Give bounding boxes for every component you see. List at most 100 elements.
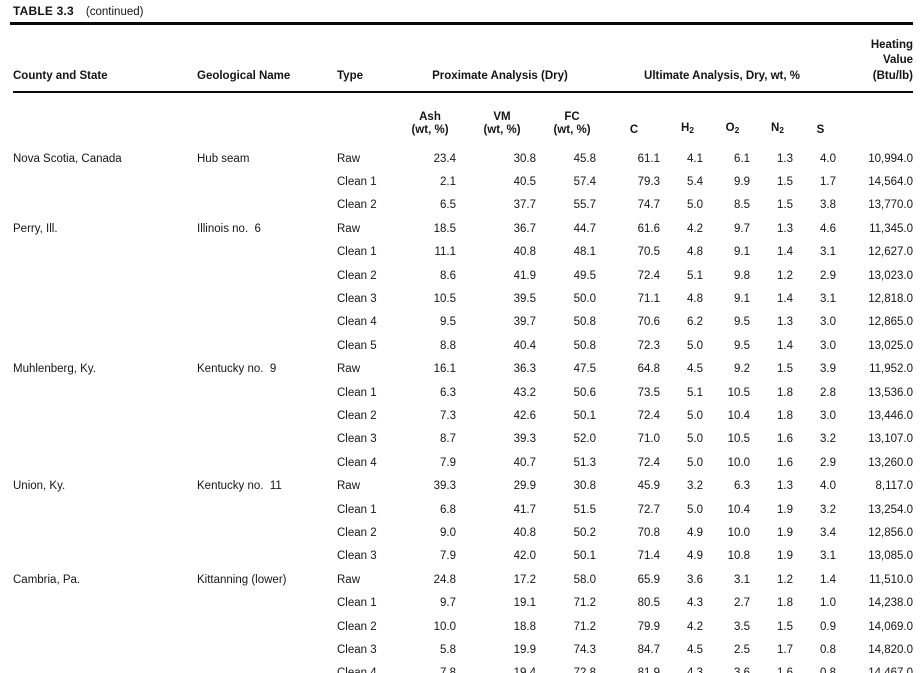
cell-h2: 5.0 (687, 339, 704, 352)
cell-fc: 55.7 (573, 199, 597, 212)
cell-vm: 39.5 (513, 293, 536, 306)
cell-c: 81.9 (602, 662, 666, 673)
cell-c: 61.6 (637, 222, 661, 235)
cell-h2: 3.2 (687, 480, 704, 493)
cell-h2: 4.9 (687, 526, 704, 539)
cell-type: Clean 2 (337, 620, 377, 633)
cell-c: 70.6 (637, 316, 661, 329)
cell-heating-value: 13,770.0 (868, 199, 914, 212)
cell-o2: 6.3 (734, 480, 751, 493)
cell-h2: 4.3 (687, 597, 704, 610)
cell-n2: 1.8 (777, 386, 794, 399)
cell-h2: 5.1 (687, 269, 704, 282)
cell-geological (197, 404, 330, 427)
cell-type: Raw (337, 480, 361, 493)
table-row: Clean 3 8.7 39.3 52.0 71.0 5.0 10.5 1.6 … (13, 428, 913, 451)
cell-county (13, 662, 197, 673)
cell-ash: 7.3 (440, 409, 456, 422)
cell-n2: 1.9 (777, 526, 794, 539)
cell-c: 72.7 (637, 503, 661, 516)
cell-fc: 50.6 (573, 386, 597, 399)
cell-county (13, 381, 197, 404)
cell-ash: 8.7 (440, 433, 456, 446)
cell-type: Clean 3 (337, 643, 377, 656)
cell-fc: 72.8 (542, 662, 602, 673)
cell-type: Clean 1 (337, 597, 377, 610)
cell-vm: 39.7 (513, 316, 536, 329)
cell-vm: 41.7 (513, 503, 536, 516)
cell-county (13, 194, 197, 217)
table-row: Clean 1 6.8 41.7 51.5 72.7 5.0 10.4 1.9 … (13, 498, 913, 521)
cell-type: Raw (337, 152, 361, 165)
cell-ash: 6.3 (440, 386, 456, 399)
cell-h2: 4.3 (666, 662, 709, 673)
cell-n2: 1.4 (777, 339, 794, 352)
cell-o2: 3.1 (734, 573, 751, 586)
cell-o2: 10.8 (727, 550, 751, 563)
cell-o2: 10.0 (727, 456, 751, 469)
subheader-spacer-county (13, 92, 197, 147)
cell-ash: 9.0 (440, 526, 456, 539)
cell-n2: 1.2 (777, 573, 794, 586)
cell-c: 79.9 (637, 620, 661, 633)
table-row: Union, Ky. Kentucky no. 11 Raw 39.3 29.9… (13, 474, 913, 497)
n2-label: N (770, 122, 780, 134)
cell-vm: 40.8 (513, 526, 536, 539)
cell-s: 3.9 (820, 363, 837, 376)
cell-vm: 39.3 (513, 433, 536, 446)
subheader-spacer-geological (197, 92, 330, 147)
cell-geological (197, 662, 330, 673)
cell-s: 4.0 (820, 480, 837, 493)
table-row: Clean 3 10.5 39.5 50.0 71.1 4.8 9.1 1.4 … (13, 287, 913, 310)
cell-vm: 30.8 (513, 152, 536, 165)
cell-o2: 10.4 (727, 503, 751, 516)
cell-county (13, 451, 197, 474)
cell-county: Muhlenberg, Ky. (13, 363, 96, 376)
cell-ash: 8.8 (440, 339, 456, 352)
cell-county (13, 264, 197, 287)
cell-h2: 4.2 (687, 620, 704, 633)
cell-geological (197, 311, 330, 334)
cell-o2: 9.7 (734, 222, 751, 235)
cell-vm: 36.7 (513, 222, 536, 235)
table-row: Clean 1 6.3 43.2 50.6 73.5 5.1 10.5 1.8 … (13, 381, 913, 404)
cell-o2: 3.6 (709, 662, 756, 673)
cell-heating-value: 13,023.0 (868, 269, 914, 282)
cell-vm: 17.2 (513, 573, 536, 586)
table-row: Perry, Ill. Illinois no. 6 Raw 18.5 36.7… (13, 217, 913, 240)
cell-n2: 1.5 (777, 199, 794, 212)
cell-fc: 45.8 (573, 152, 597, 165)
table-row: Clean 4 9.5 39.7 50.8 70.6 6.2 9.5 1.3 3… (13, 311, 913, 334)
heating-value-line3: (Btu/lb) (872, 69, 914, 82)
cell-county: Perry, Ill. (13, 222, 58, 235)
cell-ash: 5.8 (440, 643, 456, 656)
cell-n2: 1.5 (777, 176, 794, 189)
cell-fc: 50.8 (573, 316, 597, 329)
col-header-geological: Geological Name (197, 28, 330, 93)
cell-s: 3.8 (820, 199, 837, 212)
cell-h2: 3.6 (687, 573, 704, 586)
cell-c: 45.9 (637, 480, 661, 493)
table-row: Clean 2 8.6 41.9 49.5 72.4 5.1 9.8 1.2 2… (13, 264, 913, 287)
cell-fc: 47.5 (573, 363, 597, 376)
cell-vm: 40.7 (513, 456, 536, 469)
col-header-ash: Ash (wt, %) (398, 92, 462, 147)
cell-o2: 10.0 (727, 526, 751, 539)
cell-ash: 11.1 (434, 246, 456, 259)
col-group-ultimate: Ultimate Analysis, Dry, wt, % (602, 28, 843, 93)
cell-heating-value: 14,820.0 (868, 643, 914, 656)
cell-o2: 9.5 (734, 339, 751, 352)
cell-s: 4.0 (820, 152, 837, 165)
top-rule (10, 22, 913, 25)
cell-c: 73.5 (637, 386, 661, 399)
col-header-type: Type (330, 28, 398, 93)
cell-heating-value: 13,254.0 (868, 503, 914, 516)
cell-fc: 50.0 (573, 293, 597, 306)
table-row: Clean 5 8.8 40.4 50.8 72.3 5.0 9.5 1.4 3… (13, 334, 913, 357)
cell-county (13, 521, 197, 544)
cell-type: Clean 3 (337, 293, 377, 306)
cell-type: Clean 2 (337, 199, 377, 212)
ash-label: Ash (419, 111, 441, 123)
cell-heating-value: 14,069.0 (868, 620, 914, 633)
cell-ash: 9.7 (440, 597, 456, 610)
